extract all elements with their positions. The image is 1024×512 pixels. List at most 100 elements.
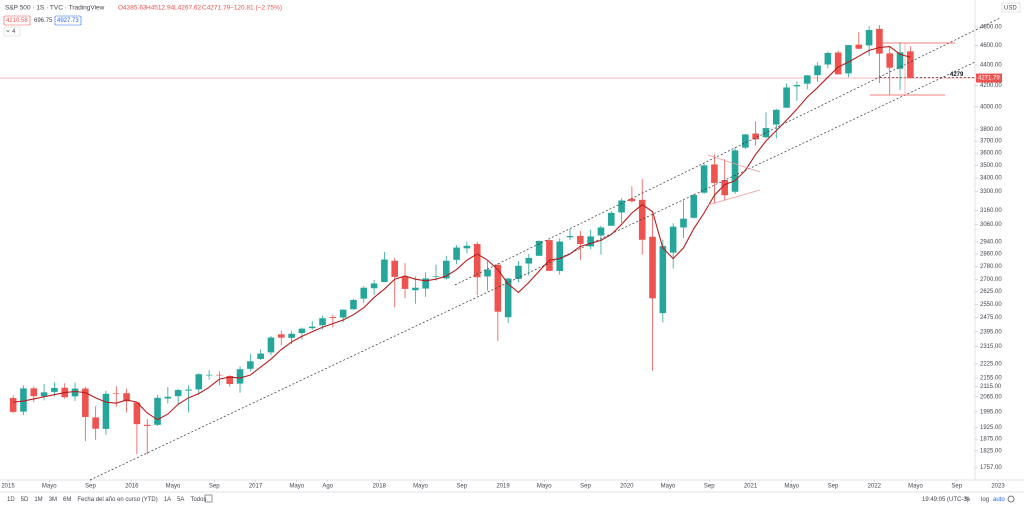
y-tick-label: 2550.00 (980, 302, 1002, 308)
candle-body (556, 241, 564, 271)
x-tick-label: Mayo (661, 484, 676, 490)
candle-body (577, 235, 584, 244)
scale-option[interactable]: log (981, 497, 989, 503)
candle-body (742, 134, 749, 148)
candle-body (865, 30, 873, 46)
candle-body (40, 392, 48, 397)
y-tick-label: 2395.00 (980, 329, 1002, 335)
x-tick-label: Sep (580, 484, 591, 490)
candle-body (82, 388, 89, 417)
indicator-value: 4210.58 (6, 18, 28, 24)
candle-body (442, 260, 450, 279)
candle-body (793, 85, 801, 87)
candle-body (638, 199, 646, 240)
candle-body (587, 236, 594, 247)
y-tick-label: 2315.00 (980, 344, 1002, 350)
candle-body (422, 278, 429, 289)
range-button[interactable]: 6M (63, 497, 71, 503)
candle-body (876, 28, 883, 54)
candle-body (504, 278, 512, 318)
candle-body (834, 52, 842, 75)
y-tick-label: 2700.00 (980, 277, 1002, 283)
bottom-toolbar: 1D 5D 1M 3M 6M Fecha del año en curso (YTD) 1A… (7, 497, 1005, 503)
scale-option[interactable]: % (965, 497, 971, 503)
candle-body (391, 260, 399, 277)
x-tick-label: Mayo (784, 484, 799, 490)
moving-average (13, 45, 911, 421)
candle-body (628, 198, 636, 202)
y-tick-label: 1995.00 (980, 409, 1002, 415)
range-button[interactable]: Todos (190, 497, 206, 503)
candle-body (453, 247, 460, 260)
candle-body (164, 396, 172, 399)
currency-box[interactable] (1001, 2, 1021, 13)
range-button[interactable]: Fecha del año en curso (YTD) (77, 497, 157, 503)
candle-body (226, 376, 234, 385)
range-button[interactable]: 1A (164, 497, 171, 503)
candle-body (473, 243, 481, 278)
settings-icon[interactable] (1007, 495, 1015, 503)
candle-body (494, 264, 502, 312)
candle-body (329, 317, 337, 318)
range-button[interactable]: 3M (49, 497, 57, 503)
range-button[interactable]: 1D (7, 497, 15, 503)
indicator-box (3, 15, 31, 26)
triangle-line (707, 189, 761, 206)
x-tick-label: 2015 (1, 484, 15, 490)
candle-body (20, 388, 27, 412)
y-tick-label: 3600.00 (980, 151, 1002, 157)
y-tick-label: 4400.00 (980, 63, 1002, 69)
x-tick-label: Mayo (413, 484, 428, 490)
x-tick-label: Sep (209, 484, 220, 490)
symbol: S&P 500 · 1S · TVC · TradingView (5, 5, 105, 12)
x-tick-label: Sep (951, 484, 962, 490)
range-button[interactable]: 1M (34, 497, 42, 503)
candle-body (30, 388, 38, 397)
candle-body (9, 398, 17, 412)
clock: 19:49:05 (UTC-3) (922, 497, 969, 503)
ohlc-high: H4512.94 (146, 5, 175, 12)
date-range-icon[interactable] (204, 494, 213, 503)
candle-body (700, 165, 708, 193)
indicator-value: 696.75 (34, 18, 53, 24)
legend-count[interactable]: 4 (12, 29, 16, 35)
candle-body (690, 195, 698, 218)
candle-body (618, 200, 625, 213)
y-tick-label: 2860.00 (980, 252, 1002, 258)
candle-body (257, 353, 264, 359)
candle-body (814, 65, 821, 76)
currency[interactable]: USD (1004, 6, 1017, 12)
legend-toggle[interactable] (3, 26, 21, 37)
y-tick-label: 3500.00 (980, 163, 1002, 169)
y-tick-label: 3300.00 (980, 189, 1002, 195)
x-tick-label: 2019 (496, 484, 510, 490)
ohlc-open: O4385.63 (118, 5, 147, 12)
candle-body (607, 212, 615, 226)
y-tick-label: 2625.00 (980, 289, 1002, 295)
y-tick-label: 1825.00 (980, 449, 1002, 455)
chevron-icon (6, 29, 10, 33)
drawings (89, 17, 1001, 481)
x-tick-label: 2021 (744, 484, 758, 490)
candle-body (515, 265, 522, 279)
candle-body (185, 389, 192, 391)
range-button[interactable]: 5D (21, 497, 29, 503)
candle-body (412, 287, 419, 291)
scale-option[interactable]: auto (993, 497, 1005, 503)
candle-body (535, 240, 543, 256)
candle-body (51, 387, 58, 392)
y-tick-label: 3800.00 (980, 127, 1002, 133)
candle-body (112, 393, 120, 394)
range-button[interactable]: 5A (177, 497, 184, 503)
candle-body (133, 402, 141, 425)
candle-body (154, 397, 161, 425)
candle-body (855, 44, 863, 49)
x-tick-label: Mayo (908, 484, 923, 490)
candle-body (649, 236, 656, 299)
y-tick-label: 2155.00 (980, 376, 1002, 382)
candle-body (381, 259, 388, 282)
last-price-label: 4271.79 (978, 76, 1000, 82)
candle-body (339, 309, 347, 318)
candle-body (907, 51, 914, 79)
